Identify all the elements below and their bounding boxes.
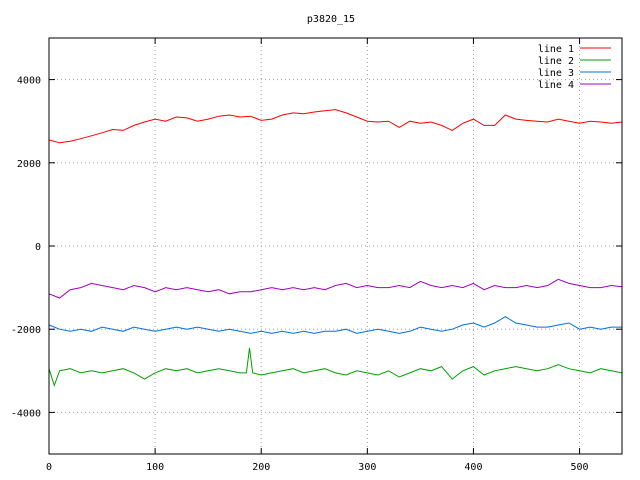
- y-tick-label: -4000: [11, 408, 41, 419]
- chart-title: p3820_15: [307, 14, 355, 25]
- y-tick-label: 2000: [17, 159, 41, 170]
- x-tick-label: 500: [571, 462, 589, 473]
- series-line-3: [48, 316, 622, 334]
- series-line-2: [48, 347, 623, 387]
- y-tick-label: 4000: [17, 76, 41, 87]
- y-tick-label: 0: [35, 242, 41, 253]
- axis-ticks: 0 100 200 300 400 500 -4000 -2000 0 2000 4000: [11, 38, 622, 473]
- x-tick-label: 200: [252, 462, 270, 473]
- series-layer: [48, 109, 623, 387]
- x-tick-label: 400: [464, 462, 482, 473]
- legend-label: line 1: [538, 44, 574, 55]
- x-tick-label: 0: [46, 462, 52, 473]
- series-line-4: [48, 278, 623, 299]
- y-tick-label: -2000: [11, 325, 41, 336]
- legend-label: line 3: [538, 68, 574, 79]
- plot-frame: [48, 37, 623, 455]
- legend-label: line 4: [538, 80, 574, 91]
- legend-label: line 2: [538, 56, 574, 67]
- series-line-1: [48, 109, 623, 144]
- x-tick-label: 300: [358, 462, 376, 473]
- x-tick-label: 100: [146, 462, 164, 473]
- grid: [49, 38, 622, 454]
